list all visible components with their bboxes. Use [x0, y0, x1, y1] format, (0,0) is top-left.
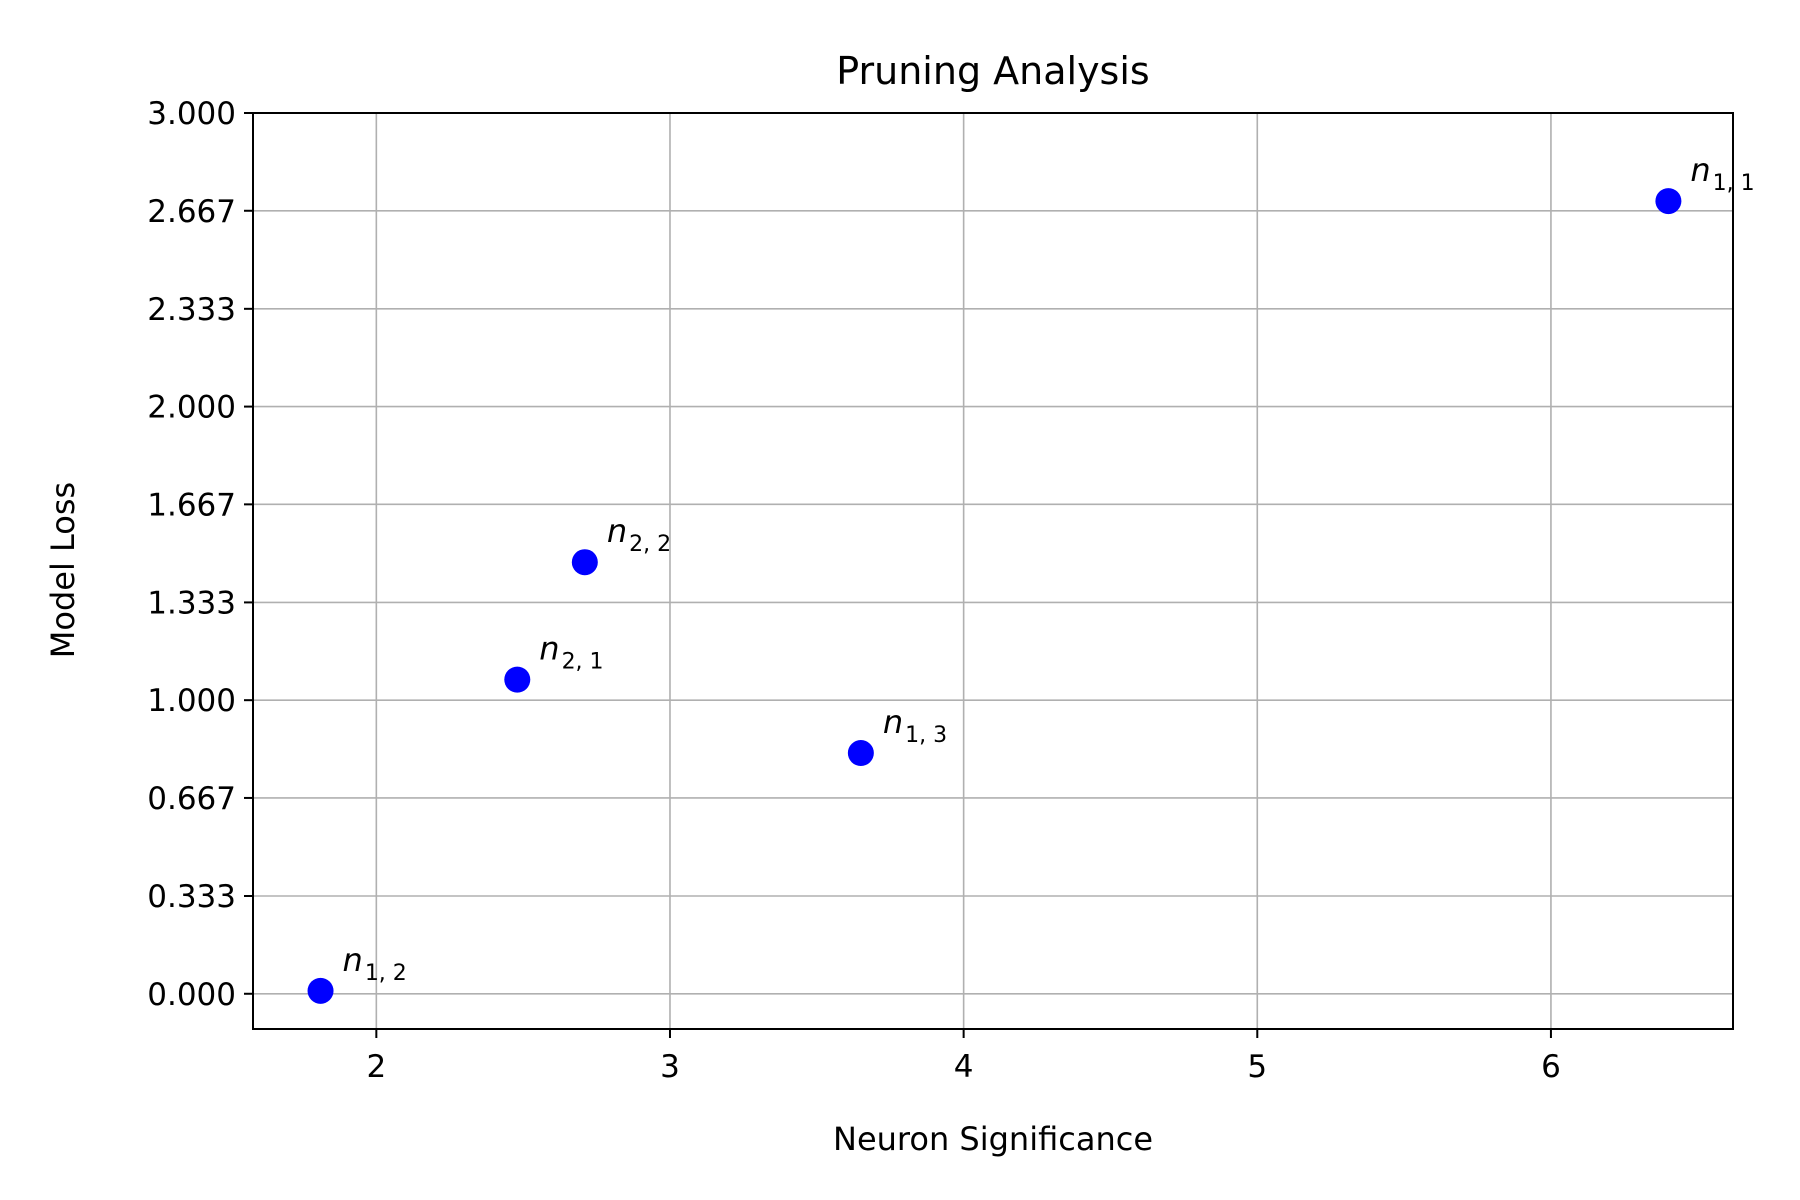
y-axis-title: Model Loss — [44, 482, 82, 658]
y-tick-label: 0.000 — [147, 977, 236, 1013]
x-tick-label: 2 — [366, 1049, 386, 1085]
data-point-label: n1, 1 — [1690, 151, 1754, 196]
point-label-subscript: 1, 3 — [905, 723, 947, 748]
data-point — [504, 666, 531, 693]
point-label-subscript: 1, 1 — [1713, 171, 1755, 196]
y-tick-label: 3.000 — [147, 96, 236, 132]
x-axis-title: Neuron Significance — [833, 1120, 1153, 1158]
y-tick-label: 1.333 — [147, 585, 236, 621]
y-tick-label: 0.333 — [147, 879, 236, 915]
x-tick-label: 6 — [1541, 1049, 1561, 1085]
y-tick-label: 2.000 — [147, 390, 236, 426]
point-label-subscript: 2, 1 — [562, 650, 604, 675]
point-label-main: n — [1690, 151, 1710, 189]
grid-lines — [253, 112, 1733, 1029]
chart-title: Pruning Analysis — [836, 49, 1149, 93]
data-point — [847, 740, 874, 767]
point-label-main: n — [539, 630, 559, 668]
y-tick-label: 0.667 — [147, 781, 236, 817]
y-tick-label: 1.667 — [147, 487, 236, 523]
data-point-label: n2, 1 — [539, 630, 603, 675]
point-label-subscript: 2, 2 — [629, 532, 671, 557]
data-point — [307, 977, 334, 1004]
scatter-points: n1, 1n1, 2n1, 3n2, 1n2, 2 — [307, 151, 1755, 1004]
data-point-label: n1, 2 — [343, 941, 407, 986]
point-label-main: n — [883, 703, 903, 741]
plot-frame — [252, 112, 1734, 1030]
data-point — [1655, 188, 1682, 215]
y-tick-label: 1.000 — [147, 683, 236, 719]
y-tick-label: 2.333 — [147, 292, 236, 328]
data-point-label: n2, 2 — [607, 512, 671, 557]
axis-ticks: 2 3 4 5 6 0.000 0.333 0.667 1.000 1.333 1.667 2.000… — [147, 96, 1561, 1085]
point-label-main: n — [607, 512, 627, 550]
x-tick-label: 3 — [660, 1049, 680, 1085]
x-tick-label: 5 — [1247, 1049, 1267, 1085]
point-label-subscript: 1, 2 — [365, 961, 407, 986]
data-point — [571, 549, 598, 576]
y-tick-label: 2.667 — [147, 194, 236, 230]
point-label-main: n — [343, 941, 363, 979]
x-tick-label: 4 — [954, 1049, 974, 1085]
data-point-label: n1, 3 — [883, 703, 947, 748]
